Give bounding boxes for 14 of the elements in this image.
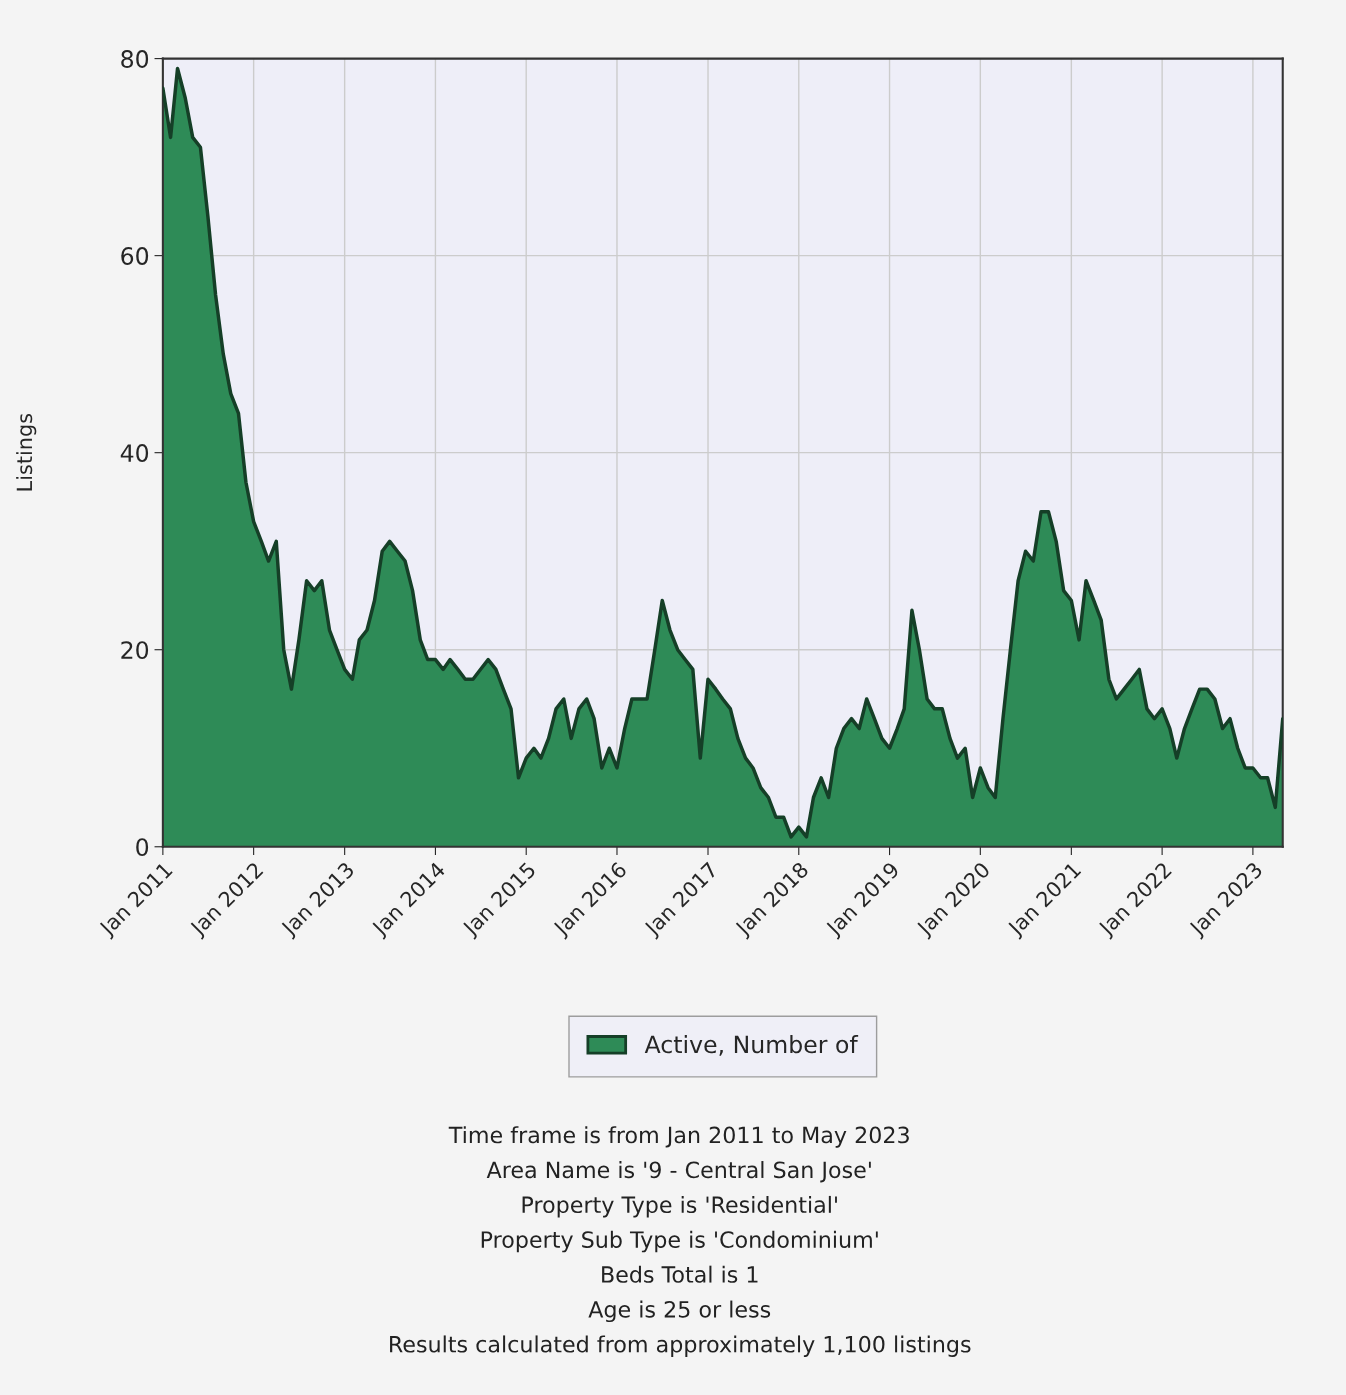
text: Property Type is 'Residential' bbox=[522, 1195, 837, 1218]
text: Property Sub Type is 'Condominium' bbox=[481, 1230, 878, 1253]
text: Age is 25 or less bbox=[588, 1300, 771, 1323]
y-tick-label: 60 bbox=[121, 247, 149, 265]
text: Area Name is '9 - Central San Jose' bbox=[486, 1161, 871, 1183]
text: Beds Total is 1 bbox=[602, 1265, 758, 1283]
y-axis-title: Listings bbox=[16, 413, 37, 491]
y-tick-label: 0 bbox=[136, 838, 149, 857]
text: Time frame is from Jan 2011 to May 2023 bbox=[448, 1126, 909, 1148]
y-tick-label: 40 bbox=[120, 444, 149, 462]
text: Results calculated from approximately 1,100 listings bbox=[390, 1335, 971, 1357]
y-tick-label: 20 bbox=[121, 641, 149, 660]
legend-label: Active, Number of bbox=[644, 1035, 859, 1056]
y-tick-label: 80 bbox=[121, 50, 149, 68]
